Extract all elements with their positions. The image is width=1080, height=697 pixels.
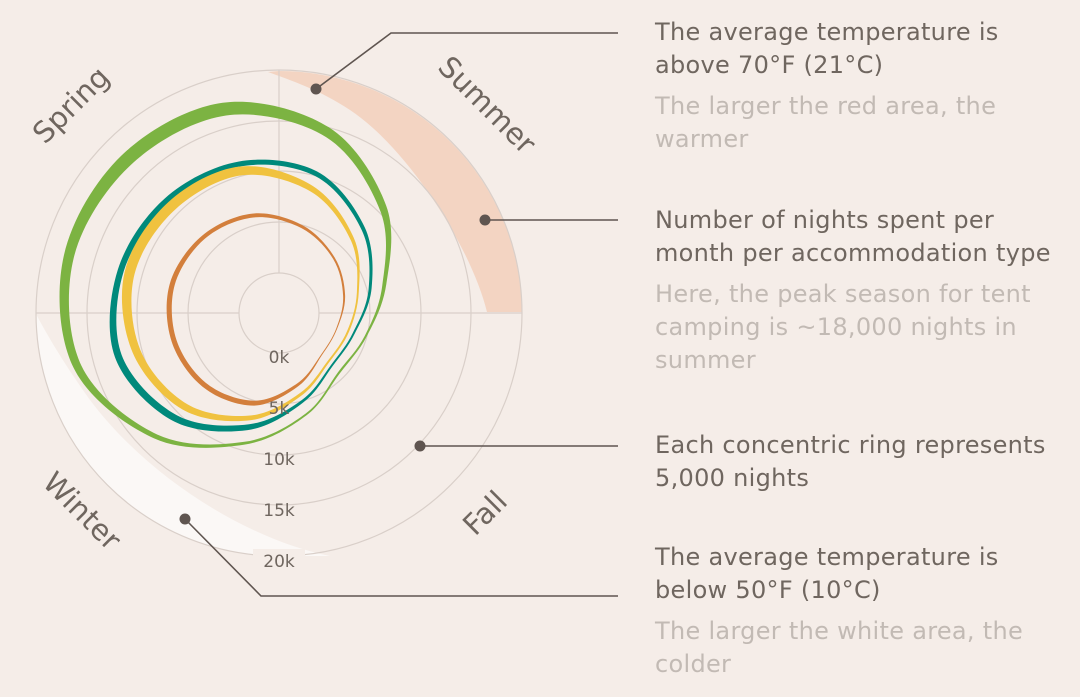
ring-label-5k: 5k xyxy=(269,399,290,419)
leader-line-summer xyxy=(315,32,618,90)
series-layer xyxy=(59,101,392,448)
annotation-series-head: Number of nights spent per month per acc… xyxy=(655,206,1051,267)
annotation-winter: The average temperature is below 50°F (1… xyxy=(655,541,1065,681)
cold-temperature-band xyxy=(36,314,330,556)
ring-label-0k: 0k xyxy=(269,348,290,368)
annotation-summer-sub: The larger the red area, the warmer xyxy=(655,92,997,153)
annotation-winter-sub: The larger the white area, the colder xyxy=(655,617,1024,678)
leader-lines xyxy=(184,32,618,597)
season-label-fall: Fall xyxy=(456,484,514,542)
season-label-spring: Spring xyxy=(26,60,116,150)
annotation-summer: The average temperature is above 70°F (2… xyxy=(655,16,1065,156)
ring-label-15k: 15k xyxy=(263,501,295,521)
annotation-winter-head: The average temperature is below 50°F (1… xyxy=(655,543,999,604)
leader-dot-series xyxy=(479,214,491,226)
leader-dot-summer xyxy=(310,83,322,95)
ring-label-10k: 10k xyxy=(263,450,295,470)
ring-labels: 0k 5k 10k 15k 20k xyxy=(253,348,305,573)
annotation-series: Number of nights spent per month per acc… xyxy=(655,204,1065,377)
series-band-1 xyxy=(109,159,373,432)
annotation-summer-head: The average temperature is above 70°F (2… xyxy=(655,18,999,79)
warm-temperature-band xyxy=(268,71,522,312)
leader-line-winter xyxy=(184,518,618,597)
leader-dots xyxy=(179,83,491,525)
annotation-series-sub: Here, the peak season for tent camping i… xyxy=(655,280,1031,374)
leader-dot-winter xyxy=(179,513,191,525)
ring-label-bg-20k xyxy=(253,549,305,573)
annotation-rings: Each concentric ring represents 5,000 ni… xyxy=(655,429,1065,495)
annotation-rings-head: Each concentric ring represents 5,000 ni… xyxy=(655,431,1046,492)
series-band-2 xyxy=(121,166,360,422)
leader-dot-rings xyxy=(414,440,426,452)
ring-0k xyxy=(238,272,320,354)
ring-label-20k: 20k xyxy=(263,552,295,572)
